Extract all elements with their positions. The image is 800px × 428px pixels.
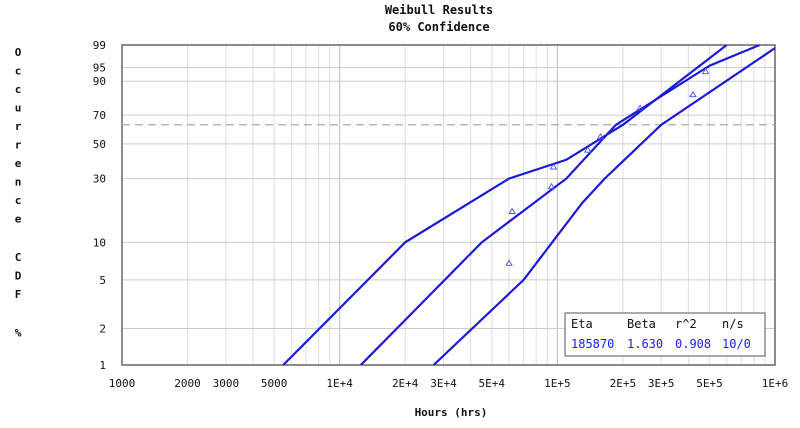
x-tick-label: 2E+5 xyxy=(610,377,637,390)
legend-box: Eta Beta r^2 n/s 185870 1.630 0.908 10/0 xyxy=(564,312,766,357)
data-point xyxy=(505,259,513,266)
x-axis-label: Hours (hrs) xyxy=(415,406,488,419)
data-point xyxy=(689,90,697,98)
y-tick-label: 95 xyxy=(93,61,106,74)
x-tick-labels: 1000 2000 3000 5000 1E+4 2E+4 3E+4 5E+4 1E+5 2E+5… xyxy=(109,377,789,390)
y-tick-label: 5 xyxy=(99,274,106,287)
series-line-1 xyxy=(282,45,728,365)
series-line-2 xyxy=(360,45,761,365)
y-axis-label-char: c xyxy=(15,194,22,207)
chart-subtitle: 60% Confidence xyxy=(388,20,489,34)
legend-frame xyxy=(564,312,766,357)
y-tick-label: 99 xyxy=(93,39,106,52)
y-tick-label: 70 xyxy=(93,109,106,122)
data-point xyxy=(547,182,556,190)
y-tick-label: 30 xyxy=(93,173,106,186)
y-tick-label: 10 xyxy=(93,236,106,249)
legend-header: r^2 xyxy=(675,317,697,331)
y-axis-label-char: D xyxy=(15,270,22,283)
data-point xyxy=(508,207,516,214)
y-tick-label: 1 xyxy=(99,359,106,372)
y-axis-label-char: % xyxy=(15,327,22,340)
y-axis-label-char: F xyxy=(15,288,22,301)
legend-header: Beta xyxy=(627,317,656,331)
y-axis-label-char: c xyxy=(15,65,22,78)
data-points xyxy=(505,67,710,266)
x-tick-label: 5000 xyxy=(261,377,288,390)
x-tick-label: 3000 xyxy=(213,377,240,390)
minor-grid xyxy=(187,45,766,365)
y-axis-label-char: e xyxy=(15,213,22,226)
legend-value: 10/0 xyxy=(722,337,751,351)
x-tick-label: 2E+4 xyxy=(392,377,419,390)
series-group xyxy=(282,45,775,365)
legend-table: Eta Beta r^2 n/s 185870 1.630 0.908 10/0 xyxy=(571,317,751,351)
legend-header: Eta xyxy=(571,317,593,331)
data-point xyxy=(701,67,710,75)
y-axis-label-char: r xyxy=(15,120,22,133)
legend-value: 1.630 xyxy=(627,337,663,351)
series-line-3 xyxy=(432,46,775,365)
data-point xyxy=(636,104,644,111)
x-tick-label: 1E+5 xyxy=(544,377,571,390)
x-tick-label: 1000 xyxy=(109,377,136,390)
y-axis-label-char: O xyxy=(15,46,22,59)
legend-value: 185870 xyxy=(571,337,614,351)
chart-title: Weibull Results xyxy=(385,3,493,17)
y-axis-label-char: c xyxy=(15,83,22,96)
y-axis-label-char: u xyxy=(15,102,22,115)
y-tick-label: 90 xyxy=(93,75,106,88)
data-point xyxy=(549,163,558,170)
x-tick-label: 1E+4 xyxy=(326,377,353,390)
data-point xyxy=(583,146,592,153)
y-axis-label-char: C xyxy=(15,251,22,264)
legend-header: n/s xyxy=(722,317,744,331)
x-tick-label: 2000 xyxy=(174,377,201,390)
y-axis-label-char: n xyxy=(15,176,22,189)
x-tick-label: 5E+5 xyxy=(696,377,723,390)
x-tick-label: 3E+5 xyxy=(648,377,675,390)
x-tick-label: 3E+4 xyxy=(430,377,457,390)
plot-frame xyxy=(121,44,776,366)
y-axis-label-char: r xyxy=(15,139,22,152)
y-tick-label: 2 xyxy=(99,323,106,336)
legend-value: 0.908 xyxy=(675,337,711,351)
x-tick-label: 1E+6 xyxy=(762,377,789,390)
y-tick-label: 50 xyxy=(93,138,106,151)
y-axis-label-char: e xyxy=(15,157,22,170)
x-tick-label: 5E+4 xyxy=(479,377,506,390)
data-point xyxy=(596,132,605,140)
